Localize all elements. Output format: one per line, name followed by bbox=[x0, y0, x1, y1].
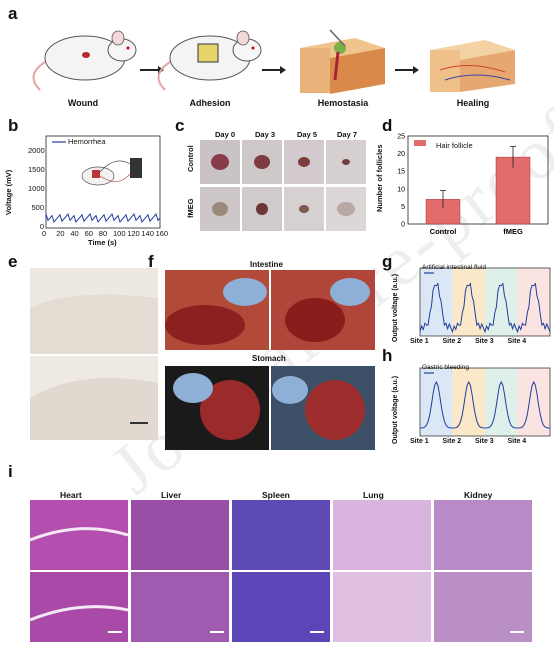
mouse-wound-icon bbox=[32, 30, 137, 91]
legend-swatch bbox=[414, 140, 426, 146]
site-band bbox=[452, 368, 485, 436]
panel-d-chart: 0 5 10 15 20 25 Control fMEG bbox=[397, 134, 549, 236]
d-ytick: 25 bbox=[397, 134, 405, 141]
b-xtick: 120 bbox=[127, 229, 140, 238]
plot-frame bbox=[407, 135, 549, 225]
f-intestine-title: Intestine bbox=[250, 260, 283, 269]
site-band bbox=[420, 268, 453, 336]
site-band bbox=[485, 268, 518, 336]
c-day0: Day 0 bbox=[215, 130, 236, 139]
organ-title: Kidney bbox=[464, 490, 493, 500]
b-xtick: 80 bbox=[98, 229, 108, 238]
voltage-signal bbox=[45, 212, 161, 224]
skin-healing-icon bbox=[430, 40, 515, 92]
site-band bbox=[485, 368, 518, 436]
site-band bbox=[452, 268, 485, 336]
panel-f-photos bbox=[165, 270, 375, 450]
f-stomach-title: Stomach bbox=[252, 354, 286, 363]
panel-c-photos bbox=[200, 140, 366, 231]
wound-photo-grid bbox=[200, 140, 366, 231]
inset-patch-icon bbox=[92, 170, 100, 178]
d-category-label: fMEG bbox=[503, 227, 523, 236]
panel-label-i: i bbox=[8, 462, 13, 481]
c-day7: Day 7 bbox=[337, 130, 358, 139]
b-ytick: 1500 bbox=[28, 165, 45, 174]
skin-hemostasia-icon bbox=[300, 29, 385, 94]
panel-h-chart bbox=[419, 367, 551, 437]
site-label: Site 2 bbox=[442, 438, 462, 445]
panel-label-h: h bbox=[382, 346, 393, 365]
panel-i-histology bbox=[30, 500, 532, 642]
mouse-adhesion-icon bbox=[157, 30, 262, 91]
b-ytick: 2000 bbox=[28, 146, 45, 155]
b-xlabel: Time (s) bbox=[88, 238, 117, 247]
plot-frame bbox=[45, 135, 161, 229]
panel-label-g: g bbox=[382, 252, 393, 271]
site-label: Site 1 bbox=[410, 438, 429, 445]
d-ytick: 5 bbox=[401, 204, 405, 211]
panel-label-b: b bbox=[8, 116, 19, 135]
panel-label-e: e bbox=[8, 252, 18, 271]
site-band bbox=[517, 268, 550, 336]
panel-label-a: a bbox=[8, 4, 18, 23]
d-ytick: 10 bbox=[397, 186, 405, 193]
output-signal bbox=[419, 282, 551, 334]
d-ytick: 15 bbox=[397, 169, 405, 176]
organ-title: Heart bbox=[60, 490, 82, 500]
step-hemostasia: Hemostasia bbox=[317, 98, 369, 108]
panel-label-d: d bbox=[382, 116, 393, 135]
d-ytick: 20 bbox=[397, 151, 405, 158]
b-legend: Hemorrhea bbox=[68, 137, 106, 146]
g-legend: Artificial intestinal fluid bbox=[422, 264, 486, 271]
site-label: Site 3 bbox=[475, 438, 494, 445]
panel-g-chart bbox=[419, 267, 551, 337]
step-wound: Wound bbox=[67, 98, 99, 108]
d-legend: Hair follicle bbox=[436, 141, 473, 150]
site-label: Site 2 bbox=[442, 338, 462, 345]
inset-device-icon bbox=[130, 158, 142, 178]
d-ytick: 0 bbox=[401, 222, 405, 229]
panel-e-histology bbox=[30, 268, 158, 440]
site-band bbox=[420, 368, 453, 436]
step-adhesion: Adhesion bbox=[189, 98, 231, 108]
plot-frame bbox=[419, 367, 551, 437]
b-ytick: 500 bbox=[31, 203, 44, 212]
d-category-label: Control bbox=[430, 227, 457, 236]
bar-fmeg bbox=[495, 156, 531, 225]
c-row-control: Control bbox=[186, 145, 195, 172]
histology-grid bbox=[30, 500, 532, 642]
b-xtick: 20 bbox=[56, 229, 65, 238]
step-healing: Healing bbox=[456, 98, 490, 108]
c-day5: Day 5 bbox=[297, 130, 318, 139]
c-row-fmeg: fMEG bbox=[186, 198, 195, 218]
organ-title: Lung bbox=[363, 490, 384, 500]
site-band bbox=[517, 368, 550, 436]
site-label: Site 1 bbox=[410, 338, 429, 345]
b-xtick: 140 bbox=[141, 229, 154, 238]
c-day3: Day 3 bbox=[255, 130, 276, 139]
site-label: Site 4 bbox=[507, 438, 527, 445]
organ-title: Spleen bbox=[262, 490, 290, 500]
h-ylabel: Output voltage (a.u.) bbox=[392, 375, 399, 444]
g-ylabel: Output voltage (a.u.) bbox=[392, 273, 399, 342]
panel-label-f: f bbox=[148, 252, 154, 271]
site-label: Site 3 bbox=[475, 338, 494, 345]
output-signal bbox=[419, 380, 551, 429]
panel-b-chart bbox=[45, 135, 161, 229]
site-label: Site 4 bbox=[507, 338, 527, 345]
b-xtick: 160 bbox=[155, 229, 169, 238]
b-ylabel: Voltage (mV) bbox=[4, 169, 13, 215]
plot-frame bbox=[419, 267, 551, 337]
d-ylabel: Number of follicles bbox=[375, 144, 384, 212]
b-xtick: 0 bbox=[42, 229, 47, 238]
panel-a-illustration bbox=[32, 29, 515, 94]
organ-title: Liver bbox=[161, 490, 182, 500]
b-ytick: 0 bbox=[39, 222, 44, 231]
h-legend: Gastric bleeding bbox=[422, 364, 469, 371]
b-ytick: 1000 bbox=[28, 184, 45, 193]
b-xtick: 40 bbox=[70, 229, 79, 238]
b-xtick: 60 bbox=[84, 229, 93, 238]
b-xtick: 100 bbox=[113, 229, 126, 238]
panel-label-c: c bbox=[175, 116, 185, 135]
